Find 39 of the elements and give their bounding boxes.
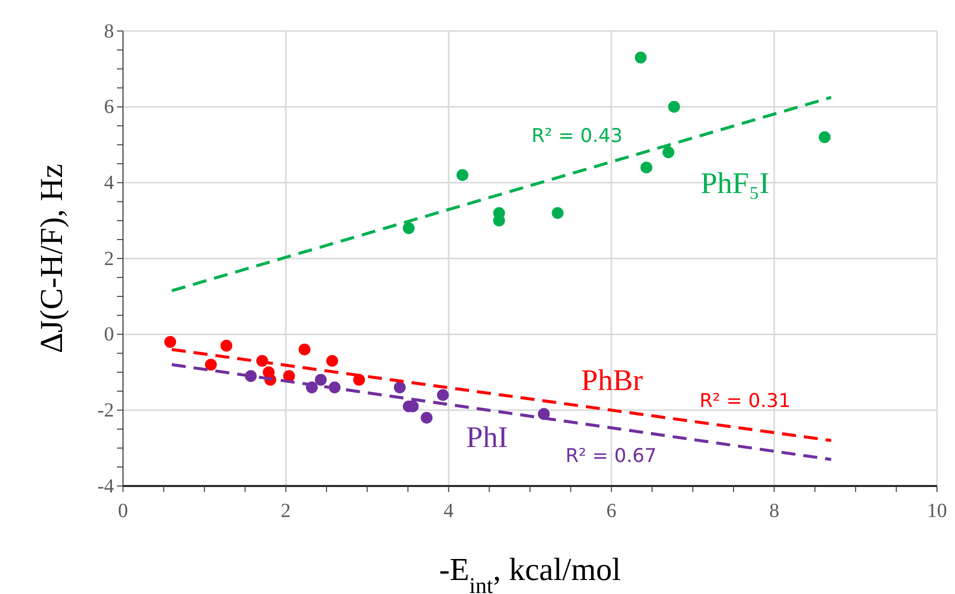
- point: [204, 358, 217, 371]
- annotation: PhBr: [581, 364, 643, 397]
- point: [164, 336, 176, 348]
- x-tick-label: 8: [769, 500, 780, 522]
- x-tick-label: 0: [118, 500, 128, 522]
- annotation: R² = 0.67: [565, 445, 657, 468]
- x-tick-label: 10: [927, 500, 947, 522]
- point: [298, 344, 310, 356]
- x-axis-title: -E$_{int}$, kcal/mol: [439, 551, 622, 594]
- point: [436, 389, 449, 401]
- y-tick-label: 4: [104, 172, 114, 194]
- point: [314, 374, 327, 386]
- y-tick-label: 0: [104, 324, 114, 346]
- annotation: PhI: [466, 420, 508, 454]
- x-tick-label: 2: [280, 500, 291, 522]
- y-tick-label: 2: [104, 248, 114, 270]
- point: [353, 374, 365, 386]
- point: [552, 207, 564, 219]
- point: [326, 354, 338, 367]
- x-tick-label: 6: [606, 500, 616, 522]
- annotation: R² = 0.31: [699, 390, 791, 412]
- point: [420, 412, 433, 424]
- point: [402, 222, 415, 234]
- point: [394, 382, 406, 394]
- annotation: PhF₅I: [700, 166, 770, 200]
- point: [662, 146, 674, 158]
- point: [634, 52, 647, 64]
- point: [640, 162, 652, 174]
- x-tick-label: 4: [444, 500, 454, 522]
- y-tick-label: 8: [104, 20, 114, 42]
- point: [456, 169, 468, 181]
- y-axis-title: ΔJ(C-H/F), Hz: [33, 164, 69, 354]
- y-tick-label: -2: [97, 400, 114, 422]
- y-tick-label: -4: [97, 475, 114, 498]
- annotation: R² = 0.43: [531, 125, 623, 148]
- y-tick-label: 6: [104, 96, 114, 118]
- point: [220, 340, 232, 352]
- point: [668, 100, 680, 113]
- point: [818, 131, 831, 144]
